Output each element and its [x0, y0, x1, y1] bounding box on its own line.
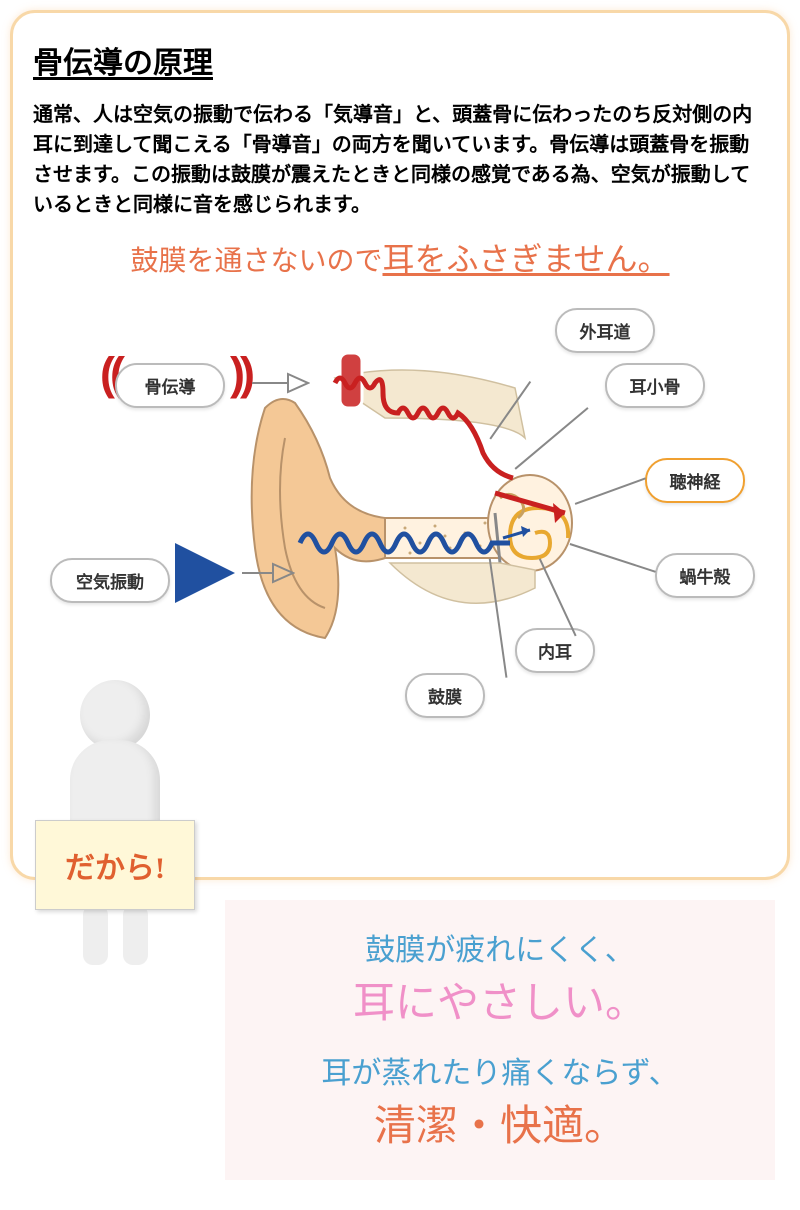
label-air-vibration: 空気振動: [50, 558, 170, 603]
character-legs: [15, 905, 215, 965]
character-leg: [123, 905, 148, 965]
benefit-text-1: 鼓膜が疲れにくく、: [245, 925, 755, 969]
benefit-text-4: 清潔・快適。: [245, 1092, 755, 1153]
ear-diagram: (( )) 骨伝導 空気振動 外耳道 耳小骨 聴神経 蝸牛殻 内耳 鼓膜: [35, 298, 765, 718]
mascot-character: だから!: [15, 680, 215, 960]
tagline-part1: 鼓膜を通さないので: [130, 246, 382, 277]
benefits-panel: 鼓膜が疲れにくく、 耳にやさしい。 耳が蒸れたり痛くならず、 清潔・快適。: [225, 900, 775, 1180]
body-paragraph: 通常、人は空気の振動で伝わる「気導音」と、頭蓋骨に伝わったのち反対側の内耳に到達…: [33, 100, 767, 220]
label-auditory-nerve: 聴神経: [645, 458, 745, 503]
air-arrow-icon: [240, 558, 295, 588]
blue-wave-path-icon: [295, 523, 515, 563]
tagline: 鼓膜を通さないので耳をふさぎません。: [33, 234, 767, 280]
character-leg: [83, 905, 108, 965]
label-ear-canal: 外耳道: [555, 308, 655, 353]
sign-text: だから!: [65, 843, 165, 887]
label-inner-ear: 内耳: [515, 628, 595, 673]
benefit-text-3: 耳が蒸れたり痛くならず、: [245, 1048, 755, 1092]
benefit-text-2: 耳にやさしい。: [245, 969, 755, 1030]
speaker-icon: [175, 543, 235, 603]
label-cochlea-shell: 蝸牛殻: [655, 553, 755, 598]
red-wave-path-icon: [315, 373, 515, 483]
label-eardrum: 鼓膜: [405, 673, 485, 718]
connector-line: [570, 543, 656, 572]
label-ossicles: 耳小骨: [605, 363, 705, 408]
label-bone-conduction: 骨伝導: [115, 363, 225, 408]
connector-line: [575, 477, 646, 504]
bone-arrow-icon: [250, 368, 310, 398]
tagline-part2: 耳をふさぎません。: [382, 241, 669, 277]
red-wave-right-icon: )): [230, 348, 250, 400]
title: 骨伝導の原理: [33, 38, 767, 82]
character-sign: だから!: [35, 820, 195, 910]
